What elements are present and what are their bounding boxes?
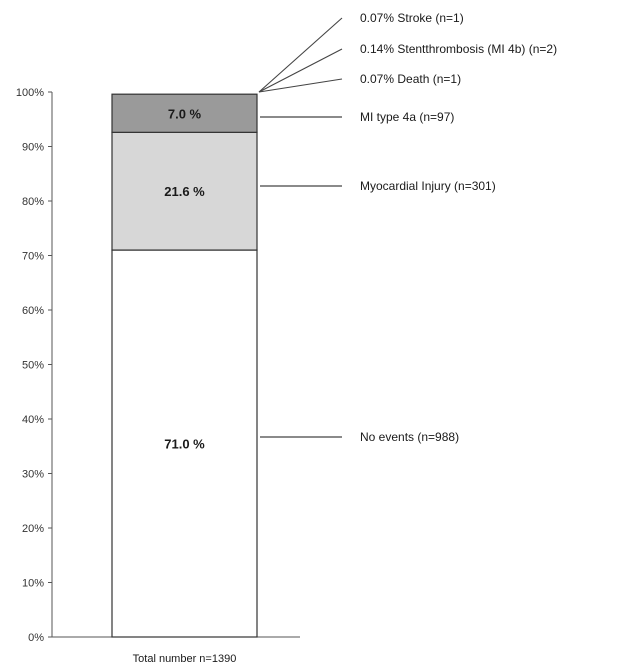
data-label-none: 71.0 % (164, 437, 205, 452)
y-tick-label: 90% (22, 142, 44, 154)
y-axis: 0% 10% 20% 30% 40% 50% 60% 70% 80% 90% 100% (16, 87, 300, 644)
y-tick-label: 50% (22, 360, 44, 372)
annotation-none: No events (n=988) (360, 430, 459, 444)
annotations: No events (n=988) Myocardial Injury (n=30… (258, 11, 557, 444)
y-tick-label: 40% (22, 414, 44, 426)
leader-line-stroke (258, 17, 343, 93)
y-tick-label: 100% (16, 87, 44, 99)
data-label-injury: 21.6 % (164, 184, 205, 199)
y-tick-label: 30% (22, 469, 44, 481)
bar-segment-injury (111, 131, 258, 251)
annotation-stent: 0.14% Stentthrombosis (MI 4b) (n=2) (360, 42, 557, 56)
y-tick-label: 70% (22, 251, 44, 263)
y-tick-label: 20% (22, 523, 44, 535)
annotation-mi4a: MI type 4a (n=97) (360, 110, 454, 124)
y-tick-label: 80% (22, 196, 44, 208)
y-tick-label: 10% (22, 578, 44, 590)
bar-segment-none (111, 249, 258, 638)
annotation-injury: Myocardial Injury (n=301) (360, 179, 496, 193)
bar-segment-mi4a (111, 93, 258, 133)
data-label-mi4a: 7.0 % (168, 106, 202, 121)
annotation-death: 0.07% Death (n=1) (360, 72, 461, 86)
y-tick-label: 0% (28, 632, 44, 644)
x-category-label: Total number n=1390 (133, 653, 237, 665)
leader-line-death (258, 78, 343, 93)
leader-line-stent (258, 48, 343, 93)
y-tick-label: 60% (22, 305, 44, 317)
stacked-bar: 71.0 % 21.6 % 7.0 % (111, 93, 258, 638)
annotation-stroke: 0.07% Stroke (n=1) (360, 11, 464, 25)
